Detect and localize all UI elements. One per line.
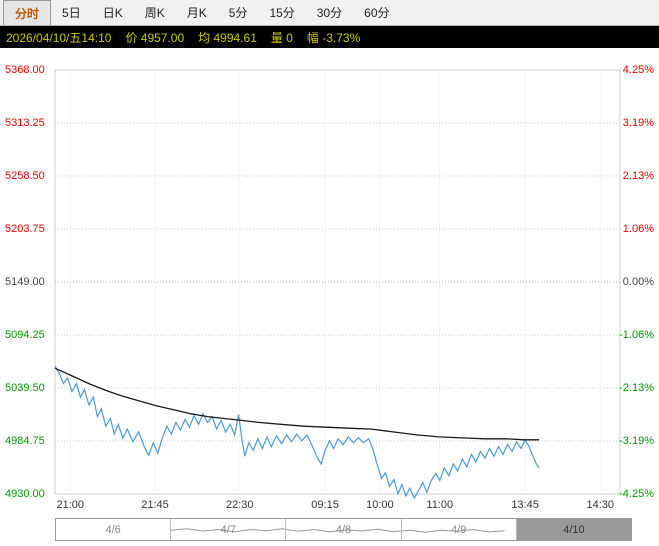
y-axis-label-right: -3.19% xyxy=(619,435,654,447)
navigator-day-4-9[interactable]: 4/9 xyxy=(402,519,517,540)
info-price: 价 4957.00 xyxy=(125,30,185,45)
tab-30min[interactable]: 30分 xyxy=(316,6,343,20)
navigator-day-4-8[interactable]: 4/8 xyxy=(286,519,402,540)
intraday-plot[interactable] xyxy=(0,48,659,518)
y-axis-label-right: 1.06% xyxy=(622,223,654,235)
y-axis-label-left: 5203.75 xyxy=(5,223,45,235)
info-volume: 量 0 xyxy=(270,30,293,45)
navigator-day-4-6[interactable]: 4/6 xyxy=(56,519,172,540)
y-axis-label-right: -2.13% xyxy=(619,382,654,394)
tab-fenshi[interactable]: 分时 xyxy=(3,0,52,25)
tab-15min[interactable]: 15分 xyxy=(269,6,295,20)
y-axis-label-right: 0.00% xyxy=(622,276,654,288)
navigator-day-4-10[interactable]: 4/10 xyxy=(516,519,632,540)
y-axis-label-left: 5368.00 xyxy=(5,64,45,76)
y-axis-label-left: 5258.50 xyxy=(5,170,45,182)
y-axis-label-left: 5149.00 xyxy=(5,276,45,288)
x-axis-time-label: 14:30 xyxy=(586,499,614,511)
x-axis-time-label: 13:45 xyxy=(511,499,539,511)
x-axis-time-label: 21:45 xyxy=(141,499,169,511)
tab-5day[interactable]: 5日 xyxy=(62,6,81,20)
navigator-day-4-7[interactable]: 4/7 xyxy=(171,519,287,540)
x-axis-time-label: 21:00 xyxy=(56,499,85,511)
tab-week-k[interactable]: 周K xyxy=(144,6,165,20)
info-datetime: 2026/04/10/五14:10 xyxy=(6,30,112,45)
y-axis-label-left: 4930.00 xyxy=(5,488,45,500)
price-line xyxy=(54,365,540,500)
y-axis-label-right: 2.13% xyxy=(622,170,654,182)
y-axis-label-right: 3.19% xyxy=(622,117,654,129)
average-line xyxy=(54,367,540,441)
x-axis-time-label: 22:30 xyxy=(225,499,254,511)
info-average: 均 4994.61 xyxy=(198,30,257,45)
x-axis-time-label: 10:00 xyxy=(366,499,394,511)
tab-month-k[interactable]: 月K xyxy=(186,6,207,20)
intraday-chart: 5368.00 5313.25 5258.50 5203.75 5149.00 5094.… xyxy=(0,48,659,518)
y-axis-label-right: -1.06% xyxy=(619,329,654,341)
quote-infobar: 2026/04/10/五14:10 价 4957.00 均 4994.61 量 0 幅 … xyxy=(0,26,659,48)
tab-60min[interactable]: 60分 xyxy=(364,6,390,20)
info-change: 幅 -3.73% xyxy=(306,30,361,45)
y-axis-label-right: 4.25% xyxy=(622,64,654,76)
x-axis-time-label: 09:15 xyxy=(311,499,339,511)
x-axis-time-label: 11:00 xyxy=(426,499,454,511)
y-axis-label-right: -4.25% xyxy=(619,488,654,500)
period-tabbar: 分时 5日 日K 周K 月K 5分 15分 30分 60分 xyxy=(0,0,659,26)
y-axis-label-left: 5039.50 xyxy=(5,382,45,394)
tab-day-k[interactable]: 日K xyxy=(102,6,123,20)
date-navigator[interactable]: 4/6 4/7 4/8 4/9 4/10 xyxy=(55,518,632,541)
tab-5min[interactable]: 5分 xyxy=(228,6,248,20)
y-axis-label-left: 5094.25 xyxy=(5,329,45,341)
y-axis-label-left: 5313.25 xyxy=(5,117,45,129)
y-axis-label-left: 4984.75 xyxy=(5,435,45,447)
